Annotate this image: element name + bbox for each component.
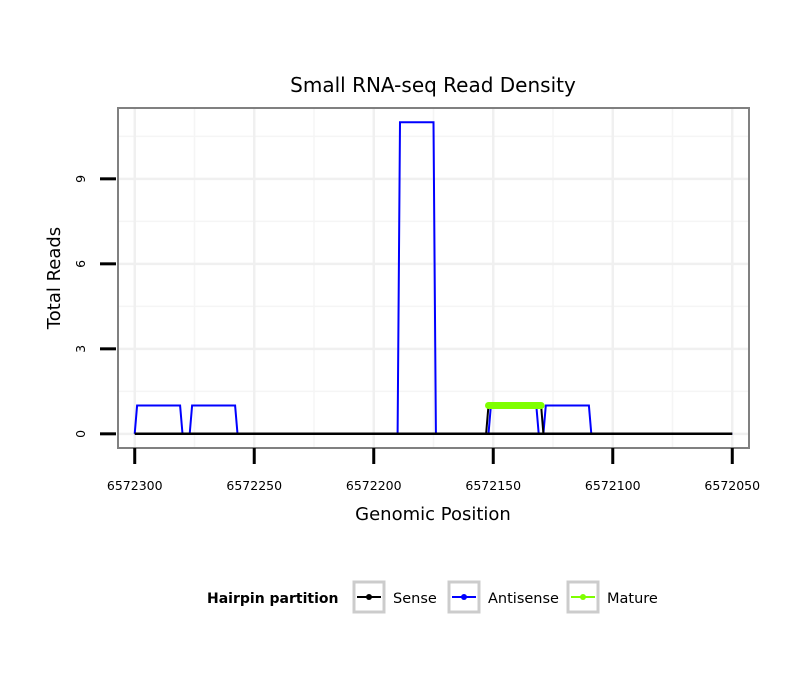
y-tick-label: 0: [73, 430, 88, 438]
x-tick-label: 6572100: [585, 478, 641, 493]
legend-item-sense: Sense: [352, 580, 437, 614]
x-tick-label: 6572200: [346, 478, 402, 493]
y-tick-label: 9: [73, 175, 88, 183]
legend-item-mature: Mature: [566, 580, 658, 614]
legend-title: Hairpin partition: [207, 591, 338, 607]
y-tick-label: 6: [73, 260, 88, 268]
series-layer: [133, 121, 733, 436]
legend: Hairpin partition Sense Antisense Mature: [207, 580, 658, 614]
legend-point-mature: [580, 594, 586, 600]
x-tick-label: 6572300: [107, 478, 163, 493]
y-tick-label: 3: [73, 345, 88, 353]
legend-label-antisense: Antisense: [488, 591, 559, 607]
chart-title: Small RNA-seq Read Density: [290, 73, 576, 97]
legend-label-sense: Sense: [393, 591, 437, 607]
legend-point-sense: [366, 594, 372, 600]
plot-border: [117, 107, 750, 449]
axis-layer: 6572300 6572250 6572200 6572150 6572100 65720…: [73, 175, 760, 493]
x-tick-label: 6572250: [226, 478, 282, 493]
y-axis-title: Total Reads: [44, 227, 65, 330]
x-tick-label: 6572050: [704, 478, 760, 493]
legend-label-mature: Mature: [607, 591, 658, 607]
x-tick-label: 6572150: [465, 478, 521, 493]
x-axis-title: Genomic Position: [355, 504, 511, 525]
legend-point-antisense: [461, 594, 467, 600]
legend-item-antisense: Antisense: [447, 580, 559, 614]
